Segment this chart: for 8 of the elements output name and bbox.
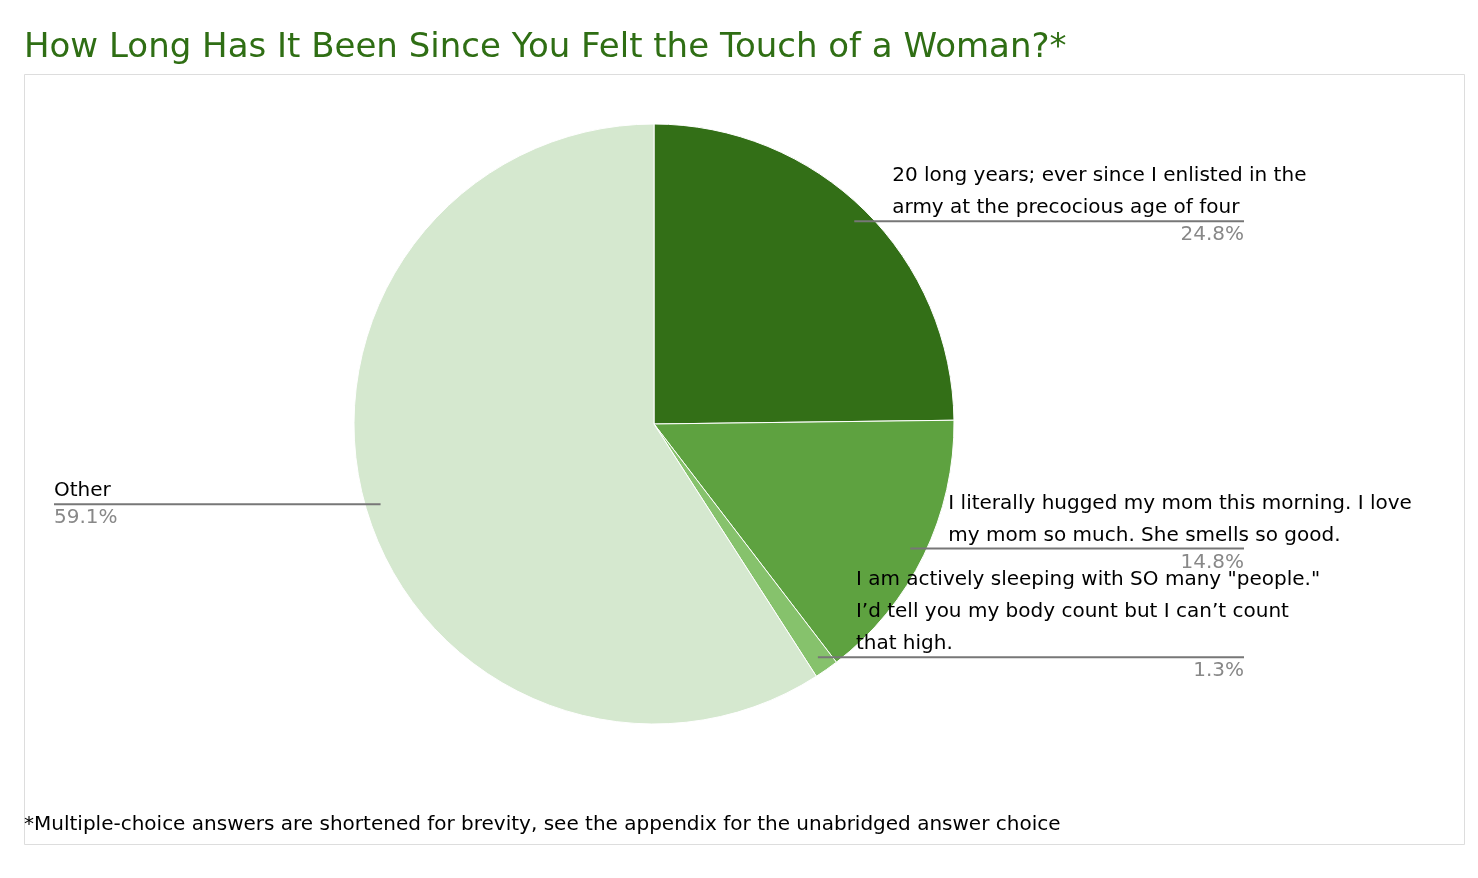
text: *Multiple-choice answers are shortened for brevity, see the appendix for the unabridged answer choice: [24, 811, 1061, 835]
slice-label: Other: [54, 477, 112, 502]
slice-label: 20 long years; ever since I enlisted in the army at the precocious age of four: [892, 162, 1307, 219]
chart-title: How Long Has It Been Since You Felt the Touch of a Woman?*: [24, 25, 1067, 65]
data-label: 59.1%: [54, 504, 118, 529]
data-label: 1.3%: [1193, 657, 1244, 682]
slice-label: I literally hugged my mom this morning. I love my mom so much. She smells so good.: [948, 489, 1412, 546]
data-label: 24.8%: [1180, 221, 1244, 246]
